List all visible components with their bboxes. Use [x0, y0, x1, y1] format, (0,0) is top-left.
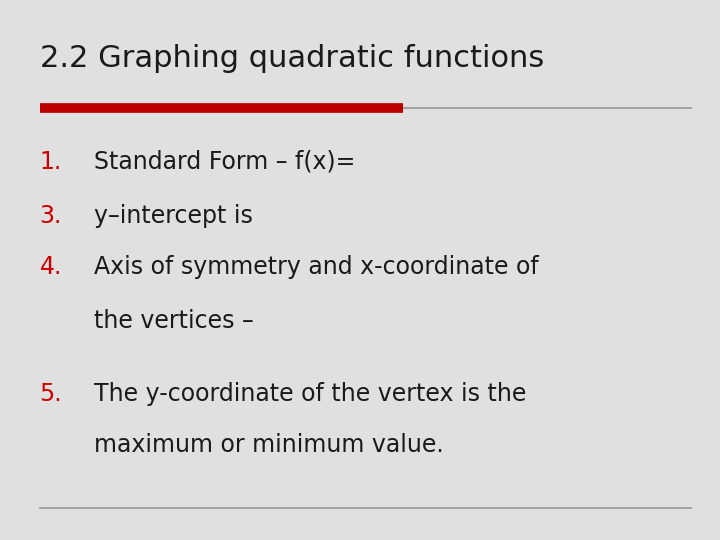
Text: 2.2 Graphing quadratic functions: 2.2 Graphing quadratic functions: [40, 44, 544, 73]
Text: the vertices –: the vertices –: [94, 309, 261, 333]
Text: 5.: 5.: [40, 382, 62, 406]
Text: 3.: 3.: [40, 204, 62, 228]
Text: Axis of symmetry and x-coordinate of: Axis of symmetry and x-coordinate of: [94, 255, 539, 279]
Text: y–intercept is: y–intercept is: [94, 204, 260, 228]
Text: maximum or minimum value.: maximum or minimum value.: [94, 434, 444, 457]
Text: 4.: 4.: [40, 255, 62, 279]
Text: Standard Form – f(x)=: Standard Form – f(x)=: [94, 150, 355, 174]
Text: The y-coordinate of the vertex is the: The y-coordinate of the vertex is the: [94, 382, 526, 406]
Text: 1.: 1.: [40, 150, 62, 174]
